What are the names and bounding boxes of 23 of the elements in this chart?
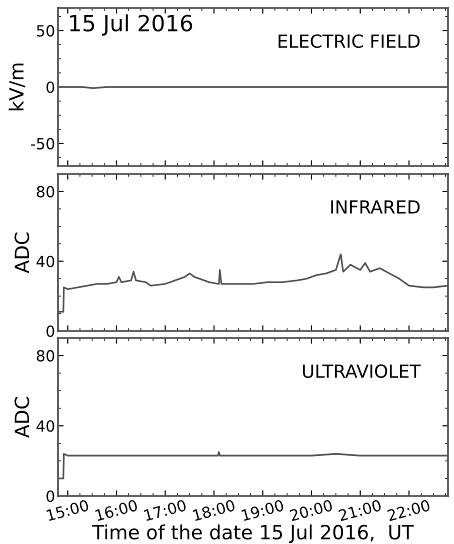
y-tick-label: 80: [36, 350, 54, 362]
y-tick-label: 50: [36, 25, 54, 37]
y-axis-title: kV/m: [8, 64, 26, 110]
annotation: ULTRAVIOLET: [303, 364, 421, 378]
y-tick-label: 0: [46, 325, 54, 338]
y-tick-label: 40: [36, 256, 54, 268]
annotation: INFRARED: [331, 200, 420, 214]
y-tick-label: 0: [46, 81, 54, 94]
x-axis-title: Time of the date 15 Jul 2016, UT: [92, 524, 414, 544]
x-tick-label: 20:00: [289, 499, 333, 522]
x-tick-label: 21:00: [338, 499, 382, 522]
y-tick-label: 40: [36, 420, 54, 432]
y-tick-label: -50: [31, 138, 54, 150]
y-axis-title: ADC: [14, 232, 30, 274]
x-tick-label: 22:00: [386, 499, 430, 522]
x-tick-label: 17:00: [144, 499, 187, 522]
y-axis-title: ADC: [14, 397, 30, 438]
x-tick-label: 19:00: [241, 499, 284, 522]
annotation: ELECTRIC FIELD: [278, 34, 420, 48]
y-tick-label: 80: [36, 186, 54, 198]
x-tick-label: 16:00: [95, 499, 138, 522]
annotation: 15 Jul 2016: [70, 14, 192, 36]
x-tick-label: 18:00: [192, 499, 236, 522]
